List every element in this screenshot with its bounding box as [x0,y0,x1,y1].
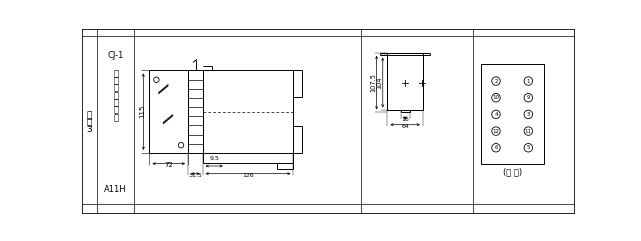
Text: CJ-1: CJ-1 [108,51,124,60]
Text: 72: 72 [164,161,173,167]
Text: 115: 115 [139,105,145,118]
Bar [149,71,188,153]
Text: 1: 1 [526,79,530,84]
Text: 16: 16 [401,117,409,122]
Text: 3: 3 [526,112,530,117]
Text: 3: 3 [87,125,92,134]
Bar [481,64,544,164]
Text: 9: 9 [526,95,530,100]
Text: 5: 5 [526,145,530,150]
Text: 31.5: 31.5 [188,173,202,178]
Text: 11: 11 [525,128,532,134]
Text: 板: 板 [113,91,118,100]
Text: 式: 式 [113,84,118,93]
Text: 线: 线 [113,113,118,122]
Bar [387,53,423,110]
Text: 107.5: 107.5 [370,73,376,92]
Text: 出: 出 [113,76,118,85]
Text: 4: 4 [494,112,498,117]
Text: 104: 104 [377,76,383,89]
Text: 2: 2 [494,79,498,84]
Text: 10: 10 [492,95,499,100]
Text: 后: 后 [113,98,118,107]
Text: 附: 附 [87,111,92,120]
Text: 12: 12 [492,128,499,134]
Text: 9.5: 9.5 [209,156,219,161]
Text: 接: 接 [113,106,118,115]
Text: 64: 64 [401,124,409,128]
Text: (背 视): (背 视) [503,168,522,177]
Text: 图: 图 [87,118,92,127]
Text: 凸: 凸 [113,69,118,78]
Text: A11H: A11H [104,185,127,194]
Text: 6: 6 [494,145,498,150]
Text: 126: 126 [242,173,254,178]
Bar [203,71,294,153]
